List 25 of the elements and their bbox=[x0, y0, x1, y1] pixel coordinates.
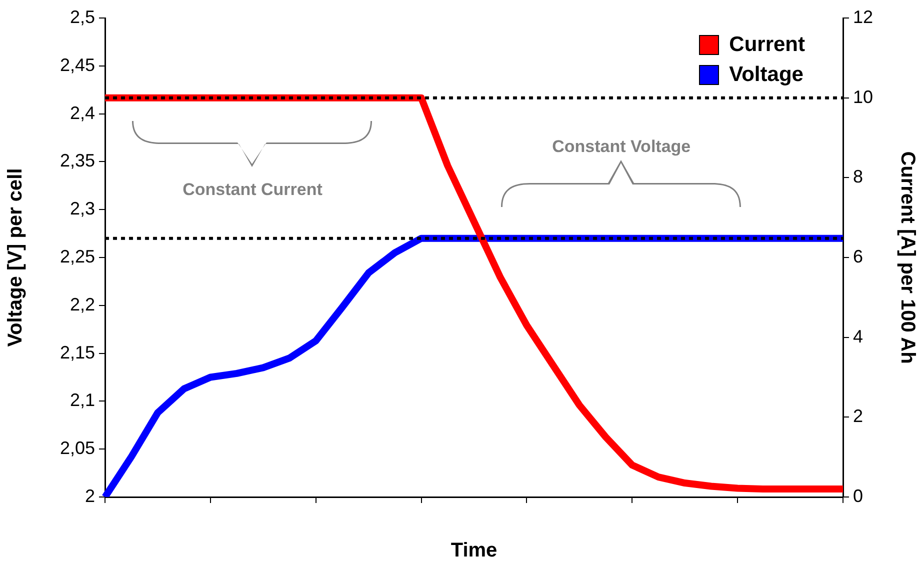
y-tick-label: 2,35 bbox=[60, 150, 95, 171]
annotation: Constant Current bbox=[182, 180, 322, 200]
y2-tick-label: 4 bbox=[853, 326, 864, 346]
y-tick-label: 2,15 bbox=[60, 342, 95, 362]
y-tick-label: 2,1 bbox=[70, 390, 95, 410]
y-tick-label: 2,5 bbox=[70, 6, 95, 27]
y-axis-title: Voltage [V] per cell bbox=[4, 168, 27, 347]
y-tick-label: 2 bbox=[84, 486, 95, 506]
y2-tick-label: 8 bbox=[853, 166, 864, 187]
y-tick-label: 2,3 bbox=[70, 198, 95, 219]
y-tick-label: 2,25 bbox=[60, 246, 95, 266]
legend-label: Current bbox=[729, 33, 805, 57]
y-tick-label: 2,05 bbox=[60, 438, 95, 458]
y2-tick-label: 6 bbox=[853, 246, 864, 266]
y-tick-label: 2,45 bbox=[60, 54, 95, 75]
y-tick-label: 2,4 bbox=[70, 102, 95, 123]
y2-tick-label: 12 bbox=[853, 6, 874, 27]
y2-tick-label: 2 bbox=[853, 406, 864, 426]
x-axis-title: Time bbox=[450, 540, 498, 562]
annotation: Constant Voltage bbox=[552, 137, 691, 158]
y2-axis-title: Current [A] per 100 Ah bbox=[896, 151, 918, 364]
legend-label: Voltage bbox=[729, 63, 804, 87]
y-tick-label: 2,2 bbox=[70, 294, 95, 314]
y2-tick-label: 10 bbox=[853, 86, 874, 107]
y2-tick-label: 0 bbox=[853, 486, 864, 506]
